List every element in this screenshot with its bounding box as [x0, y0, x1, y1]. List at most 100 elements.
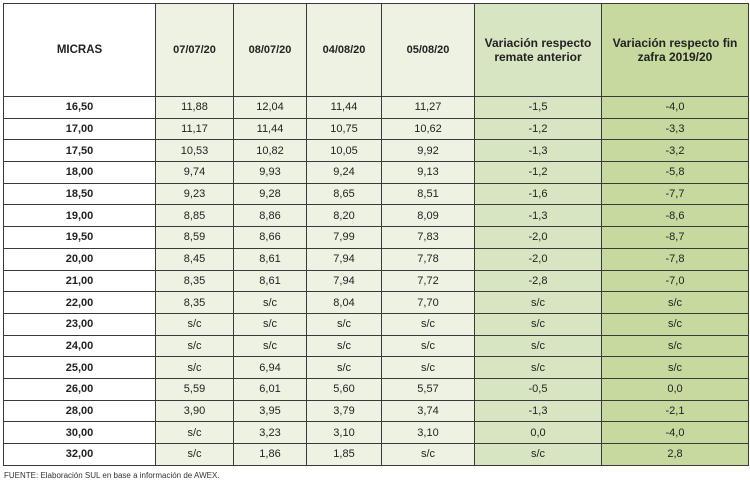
value-cell: 3,23: [233, 421, 307, 444]
value-cell: 8,20: [306, 204, 382, 228]
value-cell: -1,3: [474, 399, 602, 423]
value-cell: -8,6: [601, 204, 749, 228]
table-row: 30,00 s/c 3,23 3,10 3,10 0,0 -4,0: [3, 421, 749, 444]
value-cell: 7,83: [381, 226, 475, 249]
value-cell: 8,45: [155, 247, 234, 271]
table-row: 32,00 s/c 1,86 1,85 s/c s/c 2,8: [3, 443, 749, 466]
value-cell: 3,10: [306, 421, 382, 444]
value-cell: 7,72: [381, 269, 475, 293]
value-cell: 9,28: [233, 182, 307, 206]
value-cell: 1,86: [233, 443, 307, 466]
value-cell: 8,85: [155, 204, 234, 228]
micron-cell: 20,00: [3, 247, 156, 271]
value-cell: -4,0: [601, 421, 749, 444]
value-cell: -2,0: [474, 226, 602, 249]
micron-cell: 26,00: [3, 377, 156, 401]
value-cell: 11,44: [306, 96, 382, 119]
value-cell: 2,8: [601, 443, 749, 466]
value-cell: 10,62: [381, 117, 475, 141]
value-cell: s/c: [474, 334, 602, 358]
value-cell: s/c: [601, 312, 749, 336]
value-cell: s/c: [381, 334, 475, 358]
value-cell: 9,92: [381, 139, 475, 163]
table-row: 16,50 11,88 12,04 11,44 11,27 -1,5 -4,0: [3, 96, 749, 119]
micron-cell: 30,00: [3, 421, 156, 444]
micron-cell: 17,50: [3, 139, 156, 163]
table-row: 18,50 9,23 9,28 8,65 8,51 -1,6 -7,7: [3, 182, 749, 206]
value-cell: -0,5: [474, 377, 602, 401]
value-cell: s/c: [601, 356, 749, 379]
value-cell: 6,94: [233, 356, 307, 379]
table-row: 26,00 5,59 6,01 5,60 5,57 -0,5 0,0: [3, 377, 749, 401]
micron-cell: 18,00: [3, 161, 156, 184]
table-row: 28,00 3,90 3,95 3,79 3,74 -1,3 -2,1: [3, 399, 749, 423]
value-cell: -1,3: [474, 139, 602, 163]
value-cell: 9,93: [233, 161, 307, 184]
micron-cell: 18,50: [3, 182, 156, 206]
value-cell: 5,59: [155, 377, 234, 401]
column-header: 05/08/20: [381, 3, 475, 97]
table-row: 25,00 s/c 6,94 s/c s/c s/c s/c: [3, 356, 749, 379]
source-note: FUENTE: Elaboración SUL en base a inform…: [4, 471, 220, 480]
value-cell: -5,8: [601, 161, 749, 184]
value-cell: s/c: [381, 443, 475, 466]
micron-price-table: MICRAS 07/07/20 08/07/20 04/08/20 05/08/20 Va…: [3, 3, 749, 466]
value-cell: s/c: [306, 334, 382, 358]
value-cell: s/c: [155, 312, 234, 336]
value-cell: 7,94: [306, 269, 382, 293]
value-cell: 3,79: [306, 399, 382, 423]
value-cell: 8,35: [155, 269, 234, 293]
value-cell: 3,95: [233, 399, 307, 423]
value-cell: s/c: [155, 334, 234, 358]
value-cell: s/c: [306, 312, 382, 336]
value-cell: 8,61: [233, 269, 307, 293]
micron-cell: 22,00: [3, 291, 156, 314]
table-row: 23,00 s/c s/c s/c s/c s/c s/c: [3, 312, 749, 336]
micron-cell: 19,00: [3, 204, 156, 228]
value-cell: 11,17: [155, 117, 234, 141]
column-header: Variación respecto fin zafra 2019/20: [601, 3, 749, 97]
table-row: 21,00 8,35 8,61 7,94 7,72 -2,8 -7,0: [3, 269, 749, 293]
column-header: 08/07/20: [233, 3, 307, 97]
value-cell: 12,04: [233, 96, 307, 119]
micron-cell: 23,00: [3, 312, 156, 336]
column-header: Variación respecto remate anterior: [474, 3, 602, 97]
value-cell: s/c: [233, 312, 307, 336]
value-cell: -2,0: [474, 247, 602, 271]
value-cell: 9,23: [155, 182, 234, 206]
micron-cell: 21,00: [3, 269, 156, 293]
value-cell: 8,65: [306, 182, 382, 206]
micron-cell: 17,00: [3, 117, 156, 141]
value-cell: -8,7: [601, 226, 749, 249]
micron-cell: 24,00: [3, 334, 156, 358]
micron-cell: 16,50: [3, 96, 156, 119]
value-cell: -1,3: [474, 204, 602, 228]
value-cell: -1,6: [474, 182, 602, 206]
value-cell: 10,05: [306, 139, 382, 163]
column-header: 07/07/20: [155, 3, 234, 97]
value-cell: 11,44: [233, 117, 307, 141]
value-cell: s/c: [155, 421, 234, 444]
value-cell: -2,1: [601, 399, 749, 423]
value-cell: 10,75: [306, 117, 382, 141]
value-cell: -1,2: [474, 117, 602, 141]
value-cell: -1,2: [474, 161, 602, 184]
value-cell: s/c: [381, 312, 475, 336]
value-cell: s/c: [233, 334, 307, 358]
value-cell: -7,0: [601, 269, 749, 293]
value-cell: s/c: [233, 291, 307, 314]
value-cell: 0,0: [474, 421, 602, 444]
value-cell: 3,90: [155, 399, 234, 423]
value-cell: s/c: [155, 443, 234, 466]
value-cell: 6,01: [233, 377, 307, 401]
column-header: MICRAS: [3, 3, 156, 97]
value-cell: 9,74: [155, 161, 234, 184]
value-cell: -7,7: [601, 182, 749, 206]
value-cell: -3,2: [601, 139, 749, 163]
value-cell: s/c: [306, 356, 382, 379]
value-cell: -2,8: [474, 269, 602, 293]
value-cell: 0,0: [601, 377, 749, 401]
table-row: 20,00 8,45 8,61 7,94 7,78 -2,0 -7,8: [3, 247, 749, 271]
value-cell: s/c: [474, 443, 602, 466]
value-cell: 1,85: [306, 443, 382, 466]
